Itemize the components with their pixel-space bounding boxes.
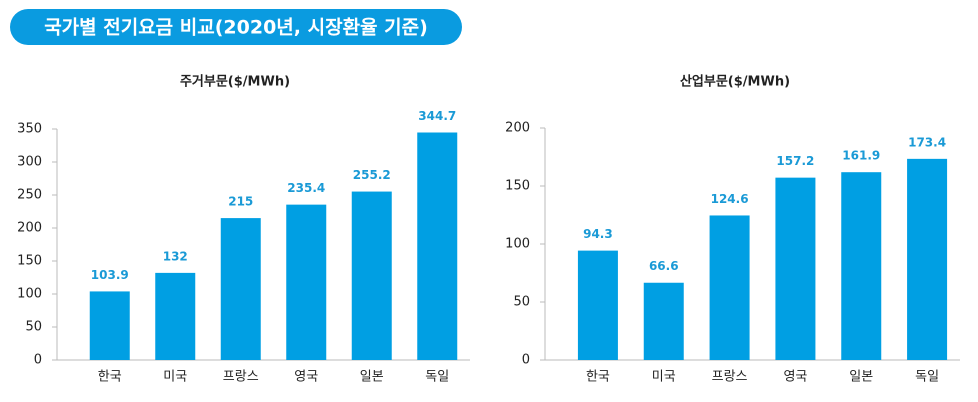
y-tick-label: 100 (505, 237, 530, 252)
x-tick-label: 프랑스 (712, 370, 748, 385)
value-label: 157.2 (776, 154, 814, 168)
value-label: 94.3 (583, 227, 613, 241)
x-tick-label: 프랑스 (223, 370, 259, 385)
x-tick-label: 미국 (163, 370, 187, 385)
value-label: 173.4 (908, 135, 946, 149)
value-label: 103.9 (91, 268, 129, 282)
bar (351, 191, 392, 360)
x-tick-label: 영국 (294, 370, 318, 385)
y-tick-label: 50 (513, 295, 530, 310)
y-tick-label: 250 (17, 188, 42, 203)
y-tick-label: 0 (34, 353, 42, 368)
value-label: 255.2 (353, 168, 391, 182)
bar (577, 250, 618, 360)
bar (417, 132, 458, 360)
value-label: 215 (228, 195, 253, 209)
bar (841, 172, 882, 360)
value-label: 132 (163, 249, 188, 263)
y-tick-label: 150 (505, 179, 530, 194)
y-tick-label: 50 (25, 320, 42, 335)
bar (643, 282, 684, 360)
x-tick-label: 미국 (652, 370, 676, 385)
value-label: 124.6 (711, 192, 749, 206)
bar (155, 272, 196, 360)
bar (220, 218, 261, 360)
x-tick-label: 일본 (849, 370, 873, 385)
bar (775, 177, 816, 360)
bar (286, 204, 327, 360)
x-tick-label: 독일 (915, 370, 939, 385)
y-tick-label: 350 (17, 122, 42, 137)
y-tick-label: 150 (17, 254, 42, 269)
value-label: 344.7 (418, 109, 456, 123)
bar (709, 215, 750, 360)
page-title: 국가별 전기요금 비교(2020년, 시장환율 기준) (44, 17, 428, 39)
x-tick-label: 한국 (98, 370, 122, 385)
x-tick-label: 한국 (586, 370, 610, 385)
bar (89, 291, 130, 360)
y-tick-label: 300 (17, 155, 42, 170)
value-label: 66.6 (649, 259, 679, 273)
x-tick-label: 일본 (360, 370, 384, 385)
y-tick-label: 200 (17, 221, 42, 236)
y-tick-label: 0 (522, 353, 530, 368)
chart-title: 주거부문($/MWh) (180, 75, 290, 90)
x-tick-label: 영국 (783, 370, 807, 385)
value-label: 161.9 (842, 149, 880, 163)
bar (907, 158, 948, 360)
chart-title: 산업부문($/MWh) (680, 74, 790, 90)
x-tick-label: 독일 (425, 370, 449, 385)
y-tick-label: 200 (505, 121, 530, 136)
title-banner (10, 9, 462, 45)
value-label: 235.4 (287, 181, 325, 195)
y-tick-label: 100 (17, 287, 42, 302)
